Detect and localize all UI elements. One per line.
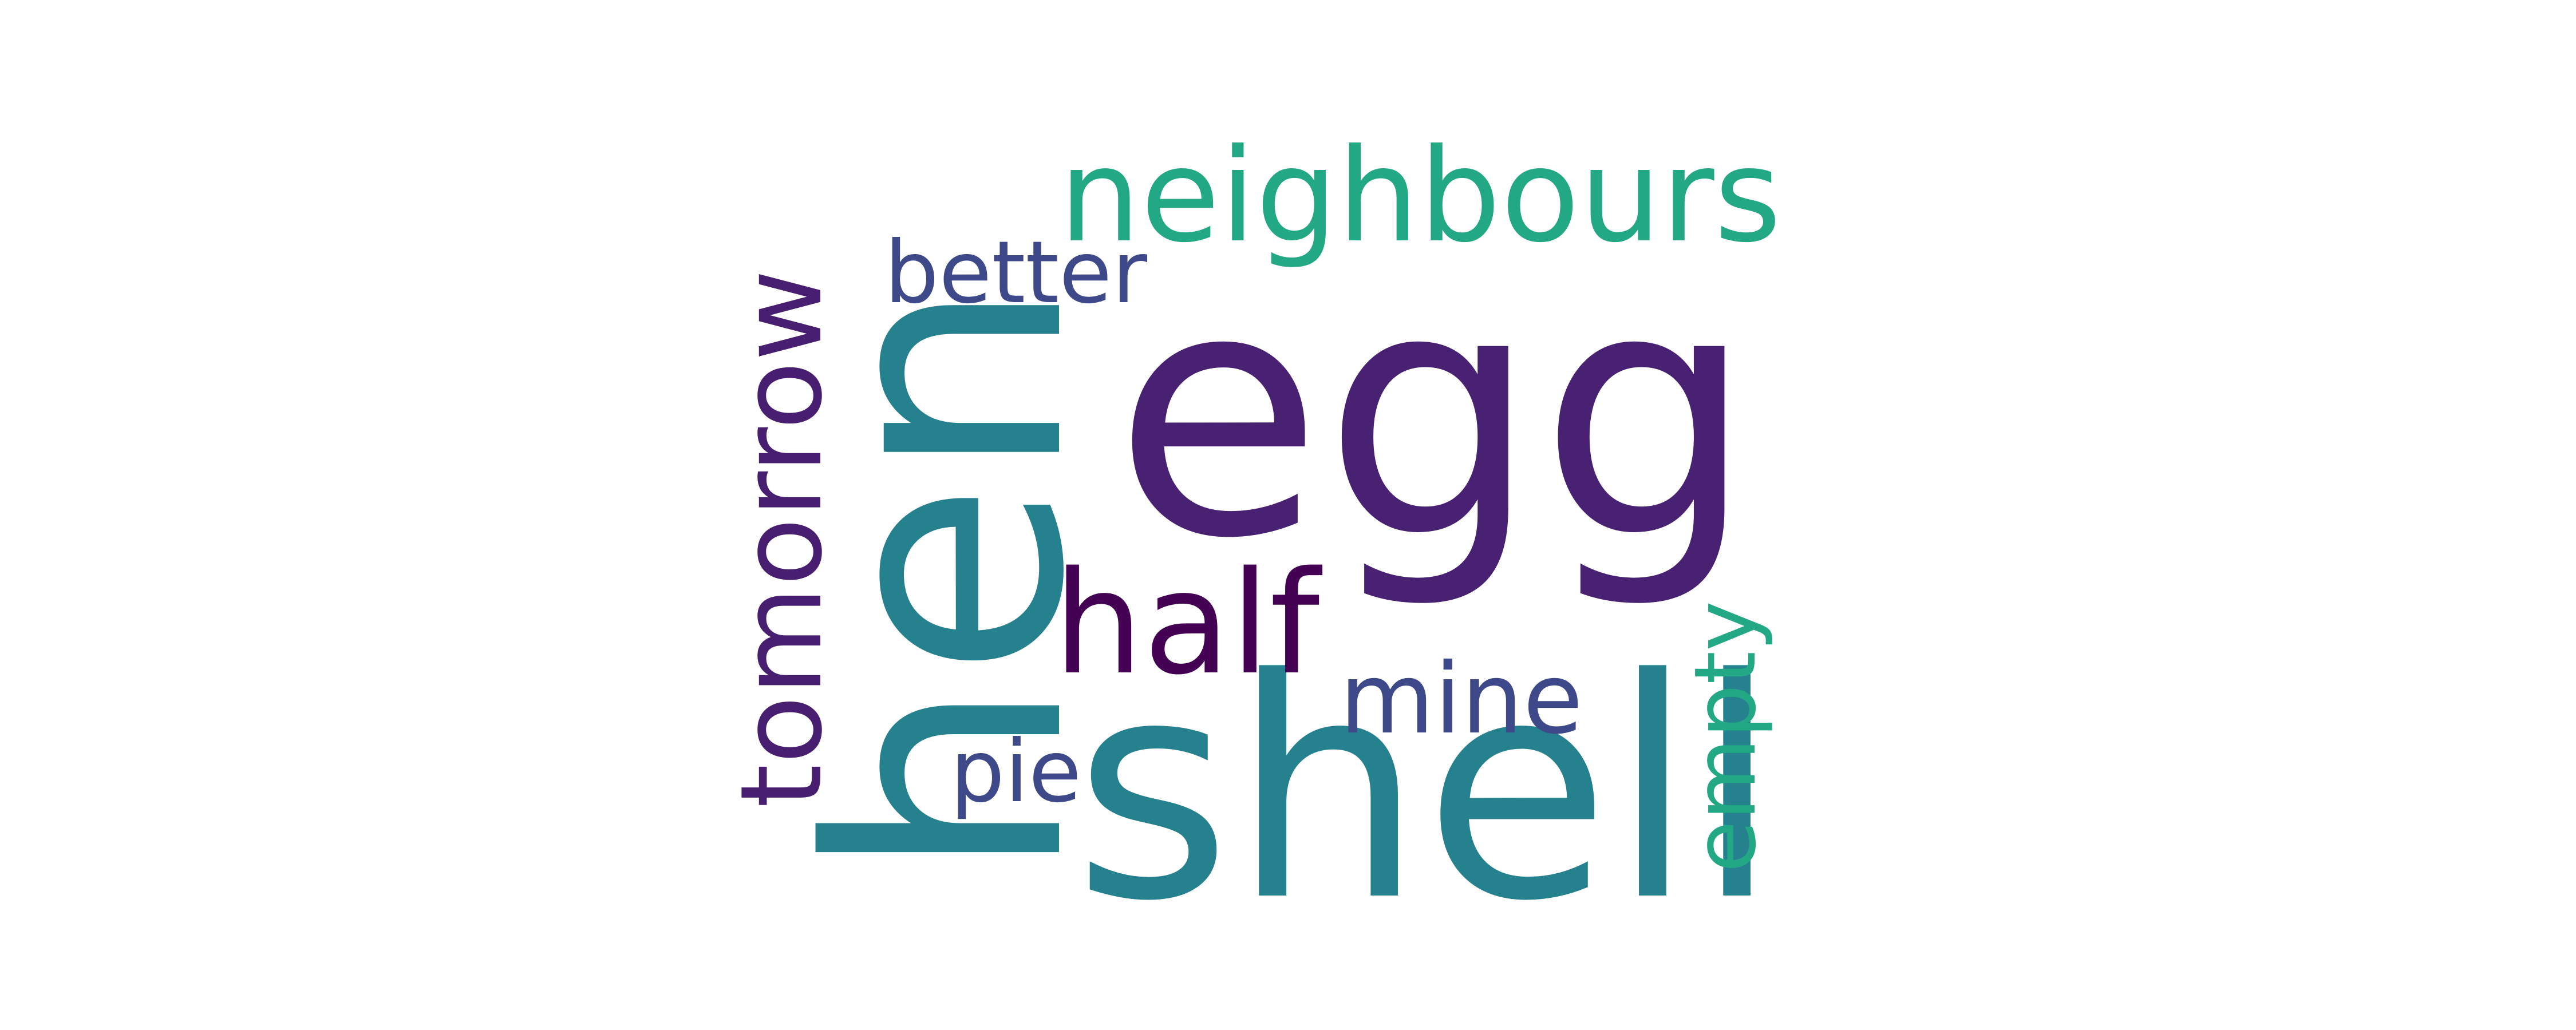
word-egg: egg bbox=[1113, 217, 1755, 613]
word-half: half bbox=[1053, 541, 1323, 706]
word-empty: empty bbox=[1676, 601, 1775, 873]
word-tomorrow: tomorrow bbox=[717, 270, 847, 808]
word-neighbours: neighbours bbox=[1059, 121, 1781, 271]
word-pie: pie bbox=[950, 722, 1081, 822]
word-shell: shell bbox=[1073, 614, 1779, 967]
word-better: better bbox=[884, 223, 1147, 323]
word-mine: mine bbox=[1340, 643, 1583, 756]
word-hen: hen bbox=[762, 278, 1135, 881]
